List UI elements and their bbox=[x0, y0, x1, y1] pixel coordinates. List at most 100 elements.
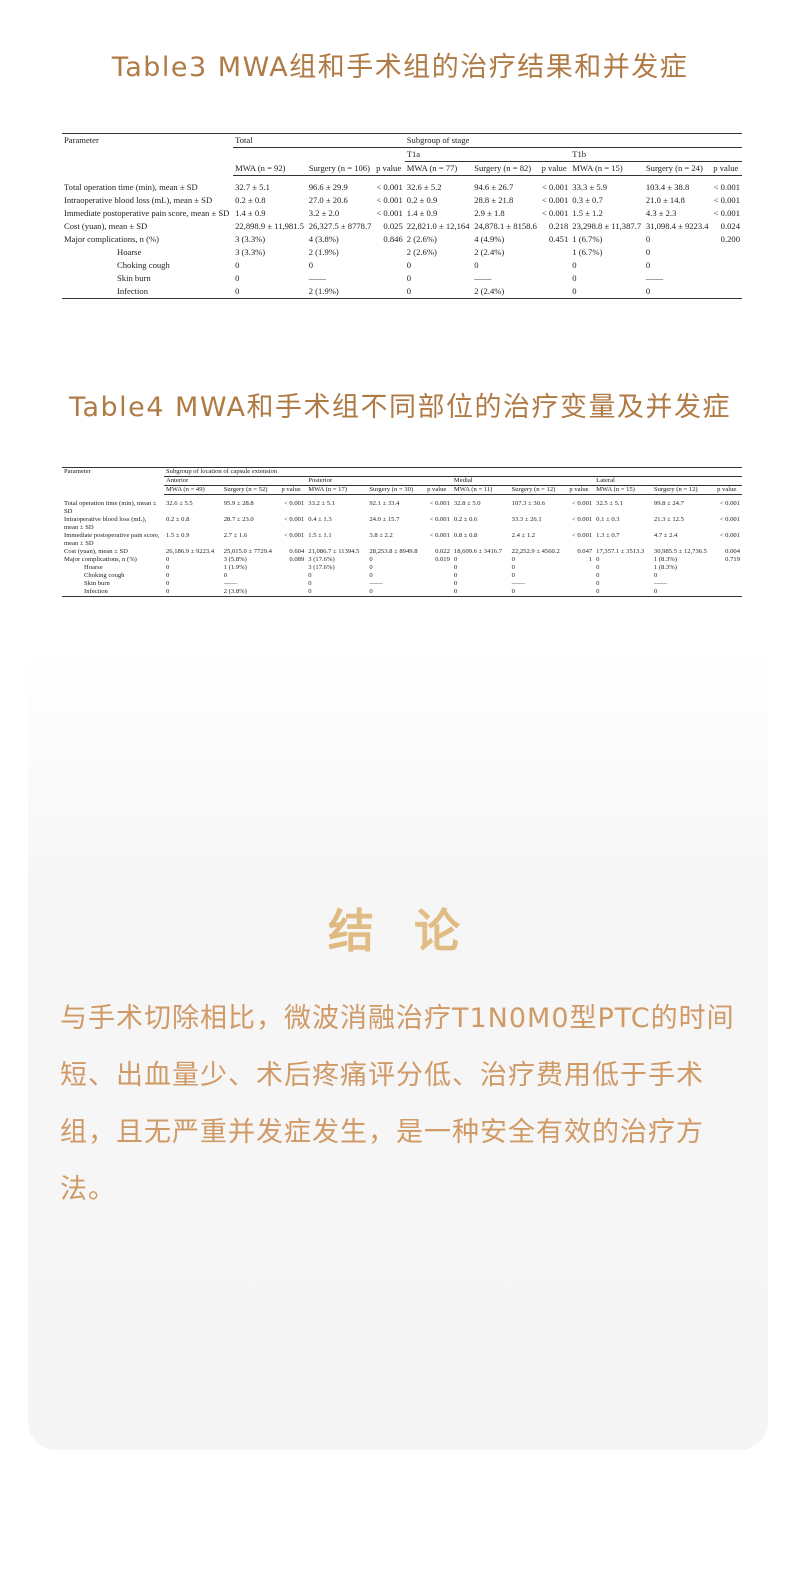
table-cell: 0 bbox=[166, 555, 170, 563]
table-cell: MWA (n = 77) bbox=[404, 161, 473, 176]
table-cell: 0 bbox=[645, 286, 651, 296]
table-cell: 0 bbox=[369, 563, 373, 571]
table-cell: 0.019 bbox=[435, 555, 450, 563]
table-cell bbox=[715, 580, 742, 588]
table-cell: 1 (1.9%) bbox=[223, 563, 247, 571]
table-cell bbox=[540, 246, 571, 259]
table-cell: Skin burn bbox=[84, 579, 110, 587]
table-cell: 0 bbox=[406, 260, 412, 270]
table-cell: 95.9 ± 28.8 bbox=[223, 500, 254, 507]
table-cell: < 0.001 bbox=[284, 531, 305, 539]
table-cell: 0.2 ± 0.8 bbox=[166, 515, 190, 523]
table-cell: Cost (yuan), mean ± SD bbox=[64, 221, 148, 231]
table-cell: 0 bbox=[511, 555, 515, 563]
table-cell: 3 (3.3%) bbox=[235, 247, 266, 257]
table-cell: 1 bbox=[588, 555, 593, 563]
table-cell: 99.8 ± 24.7 bbox=[653, 500, 684, 507]
table-cell: 0 bbox=[653, 571, 658, 579]
table-cell: 1.5 ± 1.2 bbox=[572, 208, 603, 218]
table-cell: 0 bbox=[511, 587, 515, 595]
table-cell: Choking cough bbox=[117, 260, 170, 270]
table-cell: 0 bbox=[308, 587, 312, 595]
table-cell: 0 bbox=[308, 571, 312, 579]
table-cell: MWA (n = 11) bbox=[451, 485, 510, 495]
table-cell: 0.089 bbox=[289, 555, 305, 563]
table-cell: 0.218 bbox=[548, 221, 569, 231]
table-cell: 0.2 ± 0.9 bbox=[406, 195, 438, 205]
table-cell: 0.1 ± 0.3 bbox=[596, 515, 620, 523]
table-cell: 33.3 ± 5.9 bbox=[572, 182, 608, 192]
table-row: Choking cough 0 0 0 0 0 0 bbox=[62, 259, 742, 272]
table-cell: < 0.001 bbox=[376, 182, 403, 192]
table-cell: Intraoperative blood loss (mL), mean ± S… bbox=[64, 515, 147, 531]
table-cell: Subgroup of stage bbox=[404, 133, 742, 148]
table-cell bbox=[715, 588, 742, 597]
table-cell: 24.0 ± 15.7 bbox=[369, 515, 400, 523]
table-cell: p value bbox=[374, 161, 405, 176]
table-cell: 32.5 ± 5.1 bbox=[596, 500, 623, 507]
table-cell bbox=[711, 246, 742, 259]
table-cell bbox=[567, 572, 594, 580]
table-row: T1a T1b bbox=[62, 147, 742, 162]
table-cell: 0.004 bbox=[725, 547, 740, 555]
table-cell: 0 bbox=[369, 587, 373, 595]
conclusion-text: 与手术切除相比，微波消融治疗T1N0M0型PTC的时间短、出血量少、术后疼痛评分… bbox=[60, 1003, 735, 1205]
table-cell: 0 bbox=[645, 260, 651, 270]
table-cell: 0 bbox=[596, 555, 600, 563]
table-cell: Infection bbox=[117, 286, 149, 296]
table-cell: 0.4 ± 1.3 bbox=[308, 515, 332, 523]
table-cell bbox=[540, 272, 571, 285]
table-cell: 25,015.0 ± 7729.4 bbox=[223, 547, 272, 555]
table-cell: 0.200 bbox=[720, 234, 740, 244]
table-cell: 28.7 ± 23.0 bbox=[223, 515, 254, 523]
table-cell: < 0.001 bbox=[376, 195, 403, 205]
table-cell: < 0.001 bbox=[429, 531, 450, 539]
table-cell bbox=[711, 285, 742, 299]
table-cell: Medial bbox=[451, 476, 595, 486]
table-cell: 26,186.9 ± 9223.4 bbox=[166, 547, 215, 555]
table-cell bbox=[374, 272, 405, 285]
table-row: Hoarse 3 (3.3%) 2 (1.9%) 2 (2.6%) 2 (2.4%) 1 … bbox=[62, 246, 742, 259]
table-cell: 0 bbox=[166, 579, 170, 587]
table-cell: 2 (1.9%) bbox=[308, 247, 339, 257]
table-cell: 0 bbox=[474, 260, 479, 270]
table-cell: Surgery (n = 30) bbox=[367, 485, 426, 495]
table-cell: 0 bbox=[453, 587, 458, 595]
table-cell: 0 bbox=[453, 571, 458, 579]
table-cell: 0 bbox=[572, 286, 577, 296]
table-cell: 96.6 ± 29.9 bbox=[308, 182, 348, 192]
table-cell: 0 bbox=[308, 260, 313, 270]
table-cell: —— bbox=[653, 579, 668, 587]
table-cell: 33.2 ± 5.1 bbox=[308, 500, 335, 507]
table-cell: 32.7 ± 5.1 bbox=[235, 182, 270, 192]
table-cell: Major complications, n (%) bbox=[64, 234, 159, 244]
table-cell: Lateral bbox=[594, 476, 742, 486]
table-row: Infection 0 2 (3.8%) 0 0 0 0 0 0 bbox=[62, 588, 742, 597]
table-cell: Infection bbox=[84, 587, 108, 595]
table-cell: 0.022 bbox=[435, 547, 450, 555]
table-cell: < 0.001 bbox=[541, 208, 569, 218]
table-cell: —— bbox=[474, 273, 492, 283]
table-cell: —— bbox=[223, 579, 237, 587]
table-row: Cost (yuan), mean ± SD 22,898.9 ± 11,981.… bbox=[62, 220, 742, 233]
table-cell: < 0.001 bbox=[376, 208, 403, 218]
table-cell: Surgery (n = 106) bbox=[306, 161, 375, 176]
table-cell bbox=[425, 588, 452, 597]
table-cell: —— bbox=[511, 579, 525, 587]
table-cell: 2 (3.8%) bbox=[223, 587, 247, 595]
table-cell: < 0.001 bbox=[719, 531, 740, 539]
table-cell: 0.8 ± 0.8 bbox=[453, 531, 478, 539]
table-cell: 3 (17.6%) bbox=[308, 563, 335, 571]
table-cell: Surgery (n = 52) bbox=[221, 485, 280, 495]
table-cell: Cost (yuan), mean ± SD bbox=[64, 547, 128, 555]
table-cell: Posterior bbox=[306, 476, 452, 486]
table-row: MWA (n = 49) Surgery (n = 52) p value MWA (… bbox=[62, 485, 742, 495]
table-cell: 22,821.0 ± 12,164 bbox=[406, 221, 470, 231]
table-cell bbox=[567, 588, 594, 597]
table-cell: 33.3 ± 26.1 bbox=[511, 515, 542, 523]
table-cell: 0.604 bbox=[289, 547, 305, 555]
table-cell: 1.4 ± 0.9 bbox=[235, 208, 266, 218]
table-cell: p value bbox=[425, 485, 452, 495]
table-cell: 4.7 ± 2.4 bbox=[653, 531, 678, 539]
table-cell: 0.2 ± 0.8 bbox=[235, 195, 266, 205]
